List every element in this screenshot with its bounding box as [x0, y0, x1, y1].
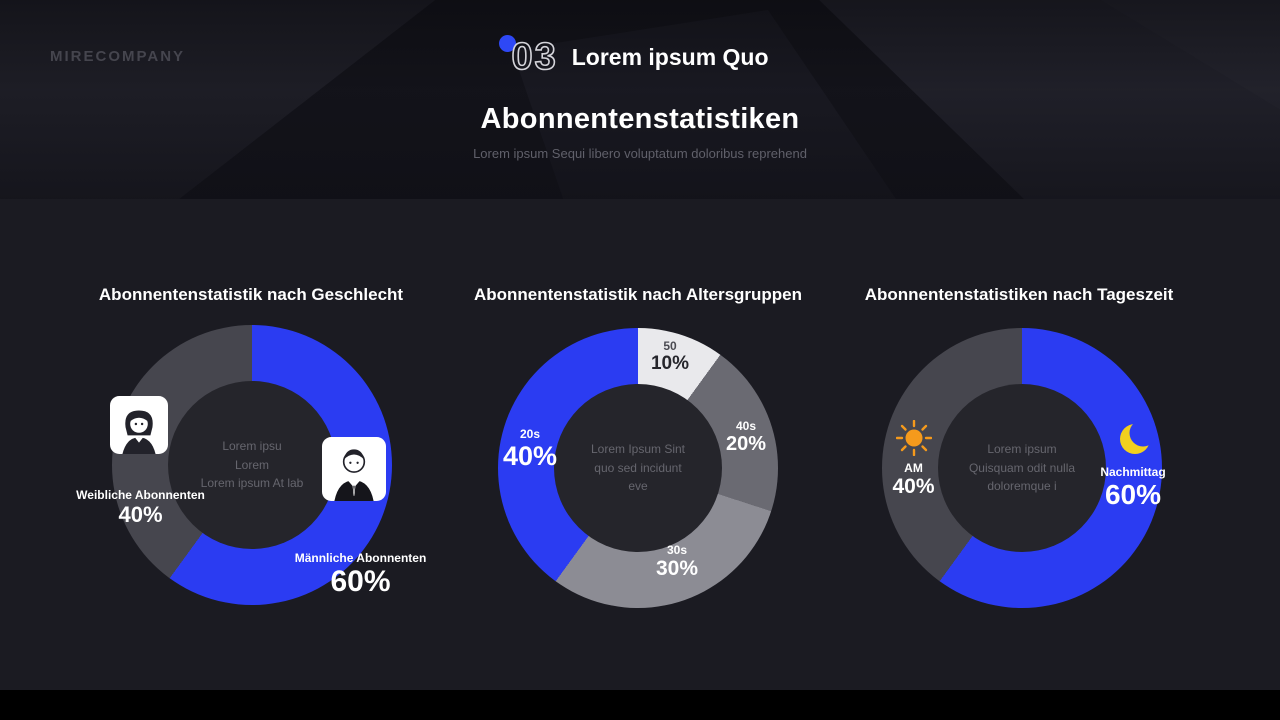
donut-center-time: Lorem ipsum Quisquam odit nulla doloremq…: [938, 384, 1106, 552]
section-number: 03: [511, 36, 558, 78]
am-slice-label: AM 40%: [876, 461, 951, 499]
header-background: [0, 0, 1280, 199]
header-shade-overlay: [0, 0, 1280, 199]
afternoon-percent: 60%: [1104, 479, 1162, 510]
section-number-wrap: 03: [499, 35, 558, 78]
donut-chart-gender: Lorem ipsu Lorem Lorem ipsum At lab: [112, 325, 392, 605]
male-slice-label: Männliche Abonnenten 60%: [278, 551, 443, 600]
donut-chart-time: Lorem ipsum Quisquam odit nulla doloremq…: [882, 328, 1162, 608]
age-40s-caption: 40s: [735, 419, 757, 433]
am-percent: 40%: [892, 475, 935, 498]
afternoon-caption: Nachmittag: [1100, 465, 1166, 479]
section-kicker: 03 Lorem ipsum Quo: [0, 35, 1280, 78]
age-50-label: 50 10%: [630, 339, 710, 375]
age-30s-percent: 30%: [655, 557, 699, 580]
presentation-slide: MIRECOMPANY 03 Lorem ipsum Quo Abonnente…: [0, 0, 1280, 690]
age-40s-label: 40s 20%: [706, 419, 786, 456]
company-logo: MIRECOMPANY: [50, 48, 186, 65]
donut-center-gender: Lorem ipsu Lorem Lorem ipsum At lab: [168, 381, 336, 549]
age-20s-label: 20s 40%: [480, 427, 580, 472]
section-title: Lorem ipsum Quo: [571, 43, 769, 70]
chart-title-time: Abonnentenstatistiken nach Tageszeit: [864, 285, 1174, 304]
page-title: Abonnentenstatistiken: [480, 103, 800, 135]
donut-center-text: Lorem Ipsum Sint quo sed incidunt eve: [590, 442, 686, 494]
man-icon: [322, 437, 386, 501]
donut-center-age: Lorem Ipsum Sint quo sed incidunt eve: [554, 384, 722, 552]
age-30s-label: 30s 30%: [632, 543, 722, 581]
age-30s-caption: 30s: [666, 543, 688, 557]
male-percent: 60%: [330, 565, 391, 598]
age-50-percent: 10%: [650, 353, 690, 374]
donut-center-text: Lorem ipsu Lorem Lorem ipsum At lab: [200, 439, 304, 491]
page-subtitle: Lorem ipsum Sequi libero voluptatum dolo…: [473, 146, 807, 161]
moon-icon: [1120, 419, 1156, 454]
accent-dot-icon: [499, 35, 517, 52]
female-label: Weibliche Abonnenten: [76, 488, 205, 502]
age-50-caption: 50: [663, 339, 677, 353]
age-40s-percent: 20%: [725, 433, 767, 455]
woman-icon: [110, 396, 168, 454]
sun-icon: [896, 420, 932, 456]
male-label: Männliche Abonnenten: [294, 551, 427, 565]
afternoon-slice-label: Nachmittag 60%: [1083, 465, 1183, 511]
age-20s-percent: 40%: [502, 441, 558, 471]
female-slice-label: Weibliche Abonnenten 40%: [58, 488, 223, 527]
chart-title-age: Abonnentenstatistik nach Altersgruppen: [473, 285, 803, 304]
chart-title-gender: Abonnentenstatistik nach Geschlecht: [98, 285, 404, 304]
age-20s-caption: 20s: [519, 427, 541, 441]
am-caption: AM: [904, 461, 923, 475]
donut-chart-age: Lorem Ipsum Sint quo sed incidunt eve: [498, 328, 778, 608]
donut-center-text: Lorem ipsum Quisquam odit nulla doloremq…: [968, 442, 1076, 494]
female-percent: 40%: [118, 502, 163, 527]
